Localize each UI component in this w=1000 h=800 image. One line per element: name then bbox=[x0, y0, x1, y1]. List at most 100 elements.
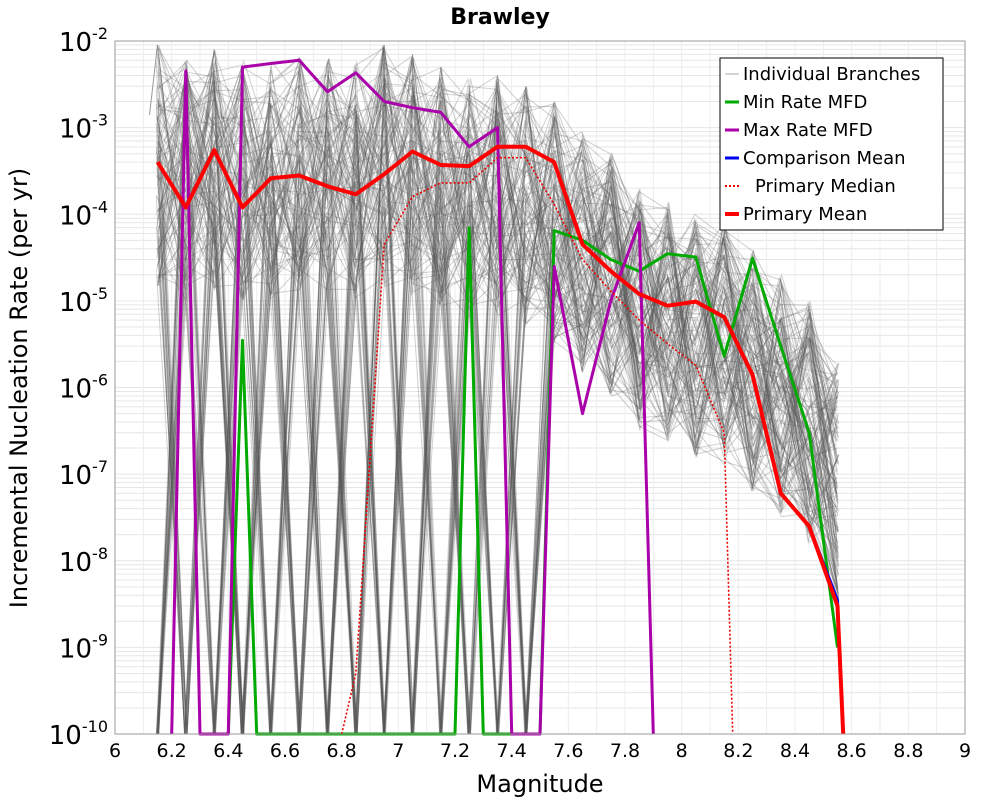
branch-line bbox=[158, 110, 839, 735]
grid bbox=[114, 41, 966, 735]
branch-line bbox=[155, 89, 838, 735]
series-max-rate-mfd bbox=[170, 58, 655, 736]
y-tick-label: 10-2 bbox=[59, 24, 108, 58]
x-tick-label: 8.2 bbox=[723, 740, 753, 762]
y-tick-label: 10-5 bbox=[59, 284, 108, 318]
x-tick-label: 8.4 bbox=[780, 740, 810, 762]
branch-line bbox=[158, 79, 840, 735]
branch-line bbox=[156, 78, 839, 735]
branch-line bbox=[157, 62, 837, 735]
branch-line bbox=[158, 75, 839, 735]
y-tick-label: 10-6 bbox=[59, 371, 108, 405]
branch-peak bbox=[517, 86, 535, 157]
branch-line bbox=[157, 71, 837, 735]
branch-line bbox=[155, 61, 837, 735]
branch-line bbox=[156, 66, 838, 735]
branch-line bbox=[157, 89, 840, 735]
branch-line bbox=[156, 75, 839, 735]
branch-line bbox=[157, 79, 838, 735]
y-tick-label: 10-10 bbox=[49, 717, 108, 751]
branch-line bbox=[157, 102, 839, 735]
branch-line bbox=[155, 73, 839, 735]
branch-line bbox=[156, 81, 839, 735]
branch-line bbox=[157, 56, 838, 735]
plot-area bbox=[114, 40, 966, 735]
legend-label: Min Rate MFD bbox=[743, 92, 867, 113]
branch-line bbox=[157, 66, 838, 735]
legend-box bbox=[719, 57, 944, 231]
branch-peak bbox=[432, 67, 450, 138]
branch-line bbox=[157, 66, 839, 735]
branch-line bbox=[155, 120, 839, 735]
branch-line bbox=[158, 49, 838, 735]
branch-peak bbox=[375, 44, 393, 116]
branch-line bbox=[155, 57, 839, 735]
x-tick-label: 7.6 bbox=[553, 740, 583, 762]
branch-line bbox=[157, 74, 838, 735]
branch-line bbox=[156, 84, 839, 735]
y-axis-label: Incremental Nucleation Rate (per yr) bbox=[5, 168, 33, 608]
x-tick-label: 7.8 bbox=[610, 740, 640, 762]
branch-line bbox=[157, 64, 838, 735]
legend-label: Max Rate MFD bbox=[743, 120, 873, 141]
series-primary-median bbox=[340, 156, 734, 735]
branch-line bbox=[157, 89, 840, 735]
branch-line bbox=[158, 77, 839, 735]
branch-line bbox=[157, 133, 838, 735]
chart-title: Brawley bbox=[450, 5, 550, 30]
series-layer bbox=[155, 58, 846, 736]
x-tick-label: 6.2 bbox=[157, 740, 187, 762]
branch-line bbox=[156, 65, 838, 735]
x-tick-label: 7.4 bbox=[497, 740, 527, 762]
branch-line bbox=[156, 93, 838, 735]
y-tick-label: 10-7 bbox=[59, 457, 108, 491]
branch-line bbox=[156, 46, 839, 735]
x-axis-ticks: 6 6.2 6.4 6.6 6.8 7 7.2 7.4 7.6 7.8 8 8.2 8.4 8.6 8.8 9 bbox=[109, 740, 971, 762]
y-tick-label: 10-3 bbox=[59, 111, 108, 145]
legend-label: Comparison Mean bbox=[743, 148, 906, 169]
branch-line bbox=[157, 57, 837, 735]
y-tick-label: 10-4 bbox=[59, 197, 108, 231]
x-tick-label: 6.4 bbox=[213, 740, 243, 762]
branch-line bbox=[158, 66, 839, 735]
branch-line bbox=[158, 51, 839, 735]
branch-peak bbox=[404, 54, 421, 125]
legend-label: Primary Median bbox=[755, 176, 896, 197]
x-tick-label: 9 bbox=[959, 740, 971, 762]
x-tick-label: 8 bbox=[676, 740, 688, 762]
x-tick-label: 7 bbox=[392, 740, 404, 762]
legend-label: Primary Mean bbox=[743, 204, 867, 225]
branch-peak bbox=[489, 75, 506, 146]
branch-line bbox=[156, 102, 838, 735]
x-axis-label: Magnitude bbox=[476, 770, 603, 798]
x-tick-label: 8.8 bbox=[893, 740, 923, 762]
x-tick-label: 6.6 bbox=[270, 740, 300, 762]
branch-line bbox=[156, 67, 837, 735]
branch-line bbox=[157, 58, 838, 735]
branch-line bbox=[157, 126, 839, 735]
y-axis-ticks: 10-10 10-9 10-8 10-7 10-6 10-5 10-4 10-3 10-2 bbox=[49, 24, 108, 751]
branch-line bbox=[158, 68, 839, 735]
x-tick-label: 7.2 bbox=[440, 740, 470, 762]
branch-line bbox=[157, 74, 838, 735]
branch-line bbox=[157, 70, 839, 735]
x-tick-label: 8.6 bbox=[837, 740, 867, 762]
branch-line bbox=[157, 135, 839, 735]
legend: Individual Branches Min Rate MFD Max Rate … bbox=[719, 57, 944, 231]
x-tick-label: 6.8 bbox=[327, 740, 357, 762]
branch-peak bbox=[149, 44, 166, 116]
legend-label: Individual Branches bbox=[743, 64, 920, 85]
y-tick-label: 10-8 bbox=[59, 544, 108, 578]
y-tick-label: 10-9 bbox=[59, 630, 108, 664]
branch-peak bbox=[205, 49, 223, 120]
branch-line bbox=[158, 67, 839, 735]
branch-line bbox=[157, 57, 838, 456]
branch-line bbox=[156, 45, 840, 735]
series-primary-mean bbox=[155, 144, 846, 735]
branch-line bbox=[158, 57, 839, 735]
branch-line bbox=[157, 81, 837, 735]
branch-line bbox=[157, 83, 837, 735]
branch-line bbox=[157, 56, 840, 735]
branch-line bbox=[156, 141, 838, 735]
